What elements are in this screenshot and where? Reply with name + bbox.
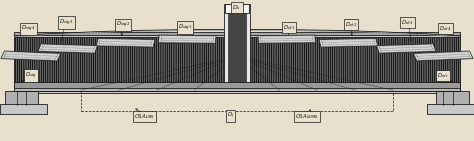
Bar [436,91,469,105]
Bar [81,91,393,111]
Polygon shape [38,44,98,53]
Bar [14,88,460,91]
Text: $C6A_{SOMS}$: $C6A_{SOMS}$ [295,112,319,121]
Text: $D_{dr1}$: $D_{dr1}$ [283,23,295,32]
Bar [14,34,460,37]
Text: $D_{stg4}$: $D_{stg4}$ [21,24,36,34]
Polygon shape [376,44,436,53]
Bar [14,32,460,35]
Text: $D_{stg2}$: $D_{stg2}$ [116,20,130,30]
Polygon shape [14,29,460,37]
Text: $D_{stg3}$: $D_{stg3}$ [59,17,73,28]
Text: $D_s$: $D_s$ [233,3,241,12]
Text: $C6A_{LMS}$: $C6A_{LMS}$ [134,112,155,121]
Bar [14,81,460,90]
Bar [427,104,474,114]
Polygon shape [96,38,155,47]
Polygon shape [413,51,473,61]
Polygon shape [319,38,378,47]
Bar [224,4,250,82]
Text: $D_{stg}$: $D_{stg}$ [25,70,37,81]
Bar [225,4,249,13]
Bar [228,4,246,82]
Polygon shape [258,35,316,43]
Bar [14,82,460,89]
Bar [14,36,460,82]
Polygon shape [158,35,216,43]
Bar [14,89,460,91]
Text: $D_j$: $D_j$ [227,111,235,121]
Bar [5,91,38,105]
Text: $D_{stg1}$: $D_{stg1}$ [178,22,192,33]
Text: $D_{rdr}$: $D_{rdr}$ [437,71,449,80]
Bar [0,104,47,114]
Polygon shape [1,51,61,61]
Text: $D_{dr4}$: $D_{dr4}$ [439,24,452,33]
Text: $D_{dr3}$: $D_{dr3}$ [401,18,414,27]
Bar [14,90,460,93]
Text: $D_{dr2}$: $D_{dr2}$ [345,20,357,29]
